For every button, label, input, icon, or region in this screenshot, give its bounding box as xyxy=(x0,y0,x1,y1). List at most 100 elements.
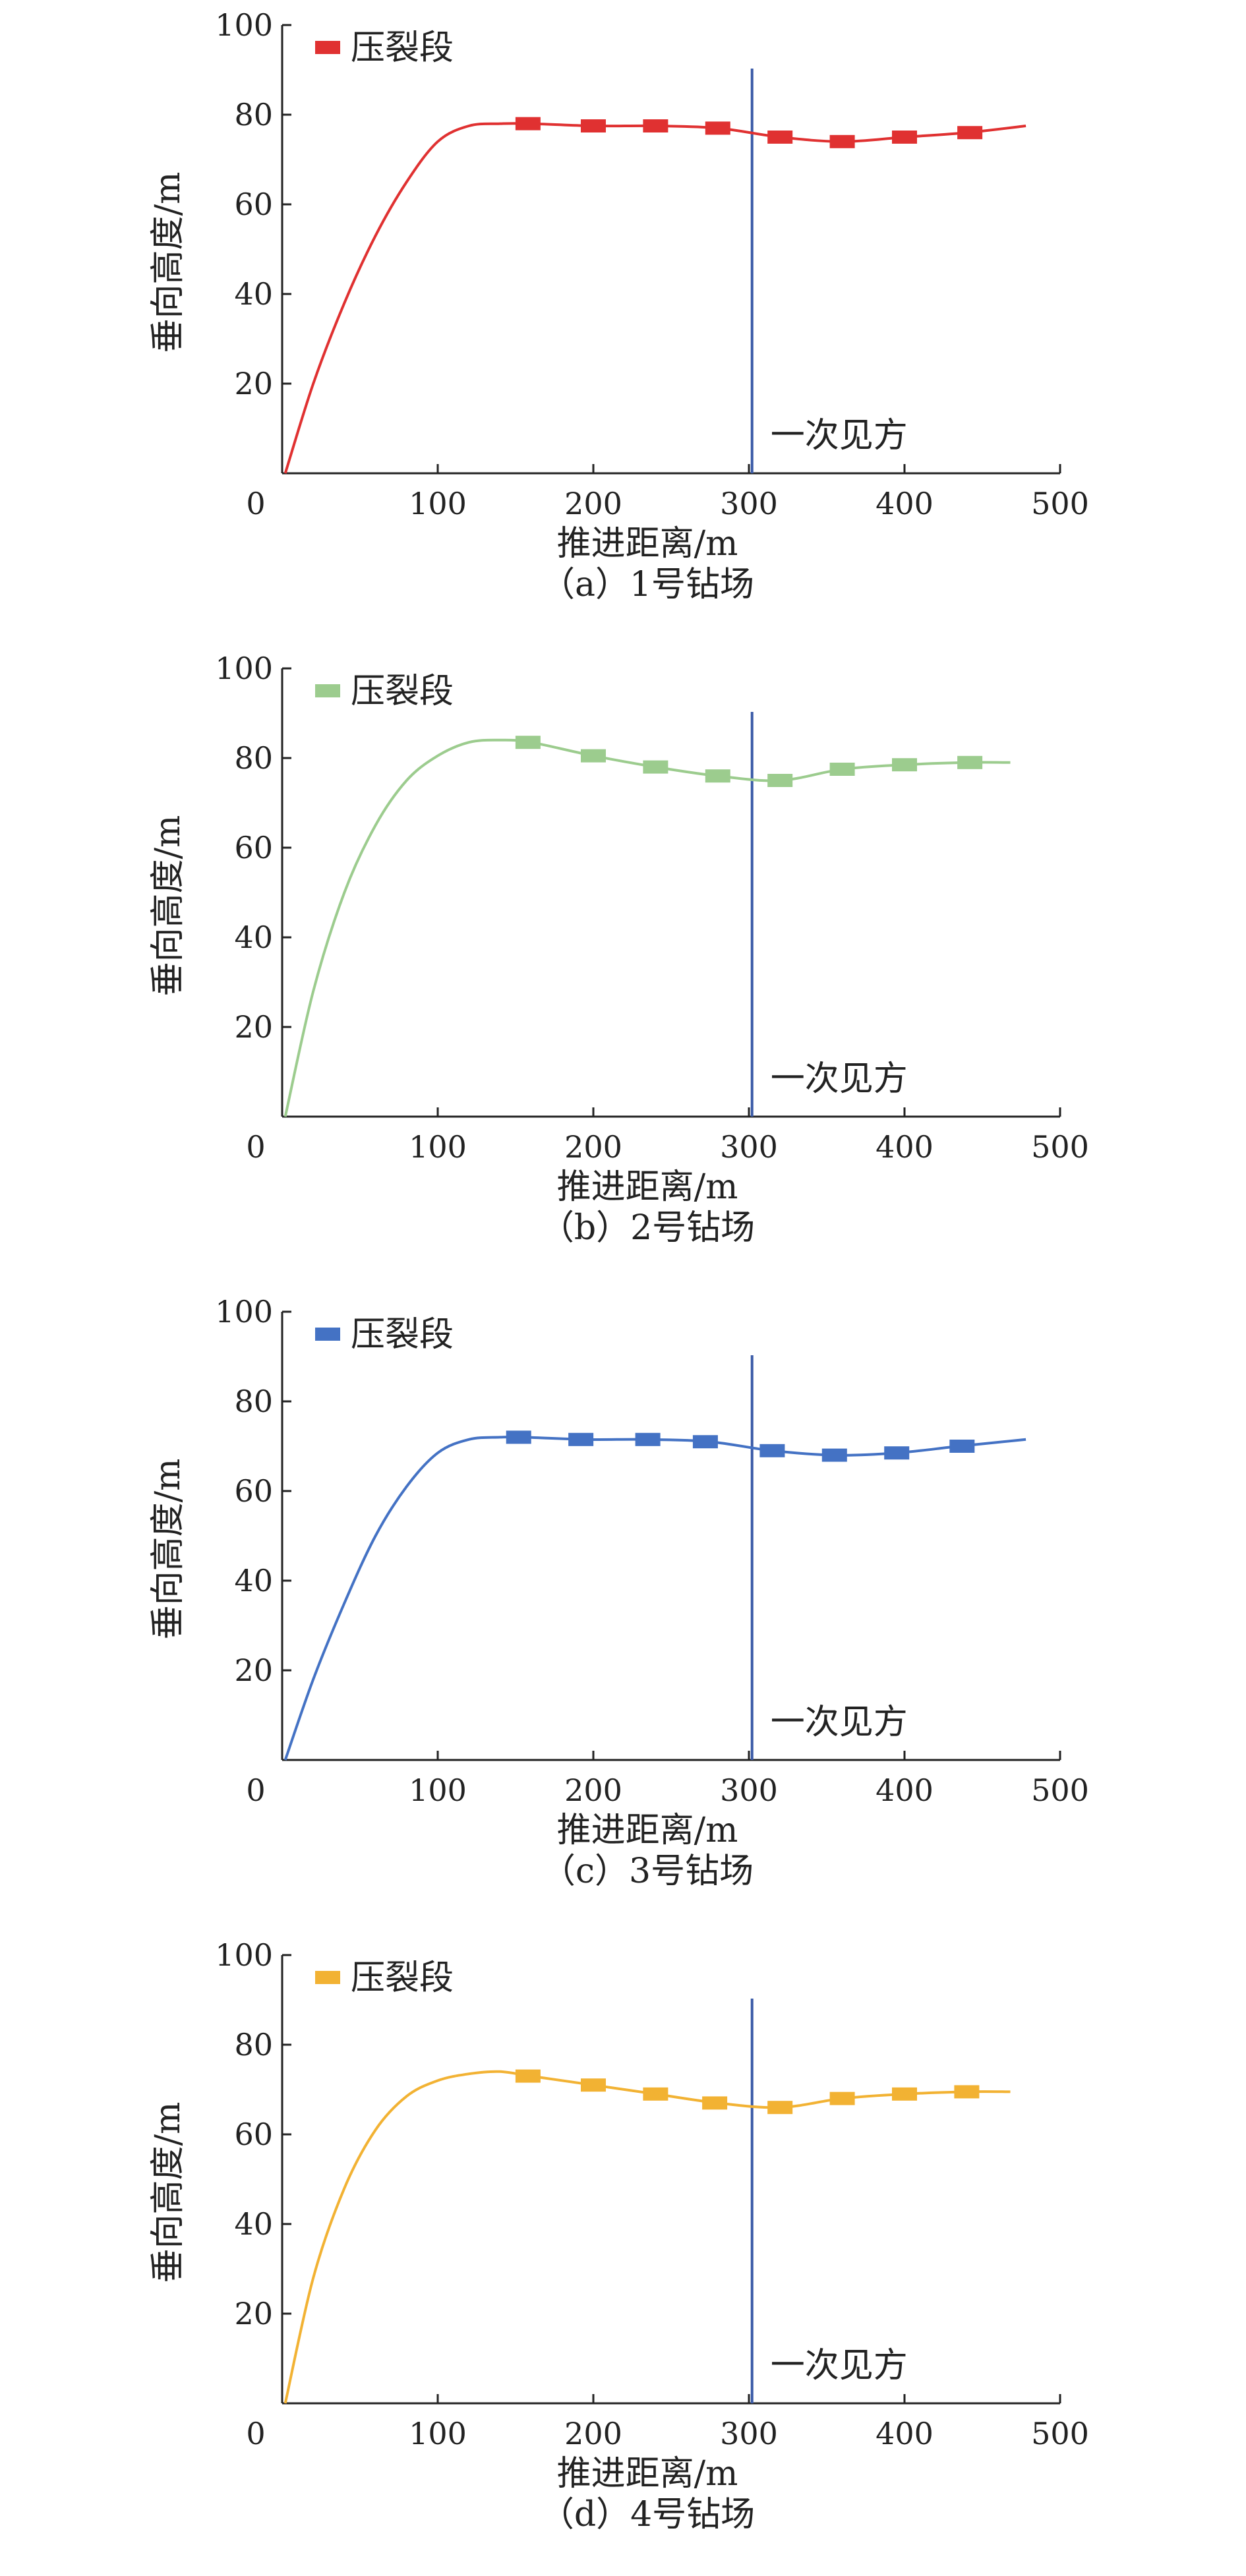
x-tick-label: 100 xyxy=(409,486,467,521)
panel-caption: （d）4号钻场 xyxy=(540,2495,755,2534)
annotation-label: 一次见方 xyxy=(771,2346,908,2386)
y-tick-label: 100 xyxy=(215,1294,273,1330)
data-point xyxy=(643,2087,668,2101)
data-point xyxy=(949,1440,975,1453)
y-axis-label: 垂向高度/m xyxy=(148,172,188,353)
x-axis-label: 推进距离/m xyxy=(557,2454,738,2494)
y-tick-label: 100 xyxy=(215,651,273,686)
chart-panel-3: 20 40 60 80 100 0 100 200 300 400 500 推进距离/m 垂向高度/m （… xyxy=(148,1294,1089,1891)
panel-caption: （a）1号钻场 xyxy=(541,565,754,604)
data-point xyxy=(643,119,668,132)
x-tick-label: 0 xyxy=(246,486,265,521)
x-tick-label: 100 xyxy=(409,2416,467,2451)
y-tick-label: 80 xyxy=(234,2027,273,2063)
x-axis-label: 推进距离/m xyxy=(557,1167,738,1207)
data-point xyxy=(506,1430,531,1444)
data-point xyxy=(581,119,606,132)
data-point xyxy=(635,1432,661,1446)
data-point xyxy=(957,126,983,140)
series-line xyxy=(283,122,1026,474)
data-point xyxy=(705,121,730,135)
legend-swatch xyxy=(315,41,340,54)
x-tick-label: 500 xyxy=(1031,486,1089,521)
legend-label: 压裂段 xyxy=(351,672,454,711)
y-tick-label: 40 xyxy=(234,1563,273,1598)
x-tick-label: 200 xyxy=(564,1129,622,1165)
data-point xyxy=(892,131,917,144)
x-axis-label: 推进距离/m xyxy=(557,1811,738,1850)
x-tick-label: 200 xyxy=(564,1772,622,1808)
y-tick-label: 20 xyxy=(234,2296,273,2331)
data-point xyxy=(705,769,730,783)
x-tick-label: 500 xyxy=(1031,1129,1089,1165)
data-point xyxy=(702,2096,728,2110)
legend-swatch xyxy=(315,684,340,697)
data-point xyxy=(884,1446,910,1460)
legend-swatch xyxy=(315,1328,340,1341)
y-tick-label: 60 xyxy=(234,2117,273,2152)
y-tick-label: 40 xyxy=(234,920,273,955)
legend-label: 压裂段 xyxy=(351,28,454,68)
x-tick-label: 400 xyxy=(875,1129,934,1165)
y-tick-label: 40 xyxy=(234,2206,273,2242)
y-axis-label: 垂向高度/m xyxy=(148,1459,188,1640)
x-tick-label: 200 xyxy=(564,486,622,521)
data-point xyxy=(767,2101,793,2115)
panel-caption: （c）3号钻场 xyxy=(541,1852,754,1891)
x-tick-label: 400 xyxy=(875,486,934,521)
legend-swatch xyxy=(315,1971,340,1984)
y-tick-label: 60 xyxy=(234,187,273,222)
chart-panel-1: 20 40 60 80 100 0 100 200 300 400 500 推进距离/m 垂向高度/m （… xyxy=(148,7,1089,604)
annotation-label: 一次见方 xyxy=(771,416,908,455)
x-tick-label: 500 xyxy=(1031,2416,1089,2451)
x-tick-label: 500 xyxy=(1031,1772,1089,1808)
data-point xyxy=(515,736,541,749)
data-point xyxy=(829,134,855,148)
y-tick-label: 20 xyxy=(234,1009,273,1045)
y-tick-label: 60 xyxy=(234,1473,273,1509)
x-tick-label: 100 xyxy=(409,1772,467,1808)
x-tick-label: 0 xyxy=(246,2416,265,2451)
y-tick-label: 80 xyxy=(234,1384,273,1419)
x-tick-label: 300 xyxy=(720,1129,778,1165)
legend-label: 压裂段 xyxy=(351,1315,454,1355)
y-tick-label: 100 xyxy=(215,7,273,43)
chart-panel-2: 20 40 60 80 100 0 100 200 300 400 500 推进距离/m 垂向高度/m （… xyxy=(148,651,1089,1248)
x-axis-label: 推进距离/m xyxy=(557,524,738,564)
x-tick-label: 300 xyxy=(720,2416,778,2451)
y-axis-label: 垂向高度/m xyxy=(148,2102,188,2283)
x-tick-label: 400 xyxy=(875,1772,934,1808)
series-line xyxy=(283,1435,1026,1761)
y-tick-label: 80 xyxy=(234,740,273,776)
data-point xyxy=(829,763,855,776)
x-tick-label: 0 xyxy=(246,1129,265,1165)
data-point xyxy=(821,1448,847,1462)
x-tick-label: 200 xyxy=(564,2416,622,2451)
annotation-label: 一次见方 xyxy=(771,1059,908,1099)
data-point xyxy=(759,1444,785,1457)
data-point xyxy=(767,131,793,144)
data-point xyxy=(581,2078,606,2092)
y-tick-label: 80 xyxy=(234,97,273,132)
data-point xyxy=(829,2092,855,2105)
y-tick-label: 40 xyxy=(234,276,273,312)
legend-label: 压裂段 xyxy=(351,1958,454,1998)
chart-panel-4: 20 40 60 80 100 0 100 200 300 400 500 推进距离/m 垂向高度/m （… xyxy=(148,1937,1089,2534)
panel-caption: （b）2号钻场 xyxy=(540,1208,755,1248)
data-point xyxy=(767,774,793,787)
y-axis-label: 垂向高度/m xyxy=(148,815,188,997)
data-point xyxy=(692,1435,718,1449)
data-point xyxy=(892,2087,917,2101)
data-point xyxy=(892,758,917,772)
y-tick-label: 20 xyxy=(234,1653,273,1688)
data-point xyxy=(957,755,983,769)
x-tick-label: 300 xyxy=(720,486,778,521)
y-tick-label: 20 xyxy=(234,366,273,401)
data-point xyxy=(515,2069,541,2083)
annotation-label: 一次见方 xyxy=(771,1703,908,1742)
data-point xyxy=(515,117,541,131)
x-tick-label: 400 xyxy=(875,2416,934,2451)
data-point xyxy=(581,749,606,763)
